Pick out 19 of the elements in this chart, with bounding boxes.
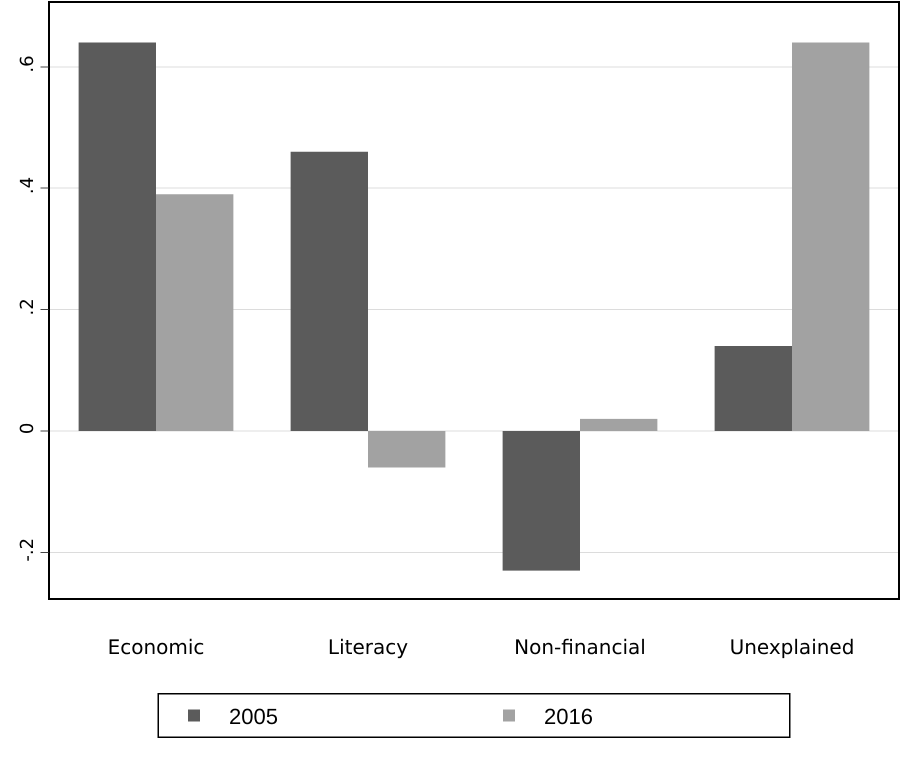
bar [368,431,446,468]
bar [290,152,368,432]
bar [714,346,792,432]
x-tick-label: Literacy [328,634,408,659]
y-tick-label: 0 [17,422,38,434]
legend-label: 2016 [544,704,593,730]
y-tick-label: .6 [17,55,38,73]
bar [792,42,870,432]
bar [156,194,234,432]
bar [580,418,658,432]
bar [78,42,156,432]
bar [502,431,580,571]
y-tick-label: .4 [17,176,38,194]
x-tick-label: Economic [108,634,204,659]
y-tick-label: .2 [17,298,38,316]
x-tick-label: Non-financial [514,634,646,659]
y-tick-label: -.2 [17,538,38,562]
legend-label: 2005 [229,704,278,730]
x-tick-label: Unexplained [730,634,854,659]
